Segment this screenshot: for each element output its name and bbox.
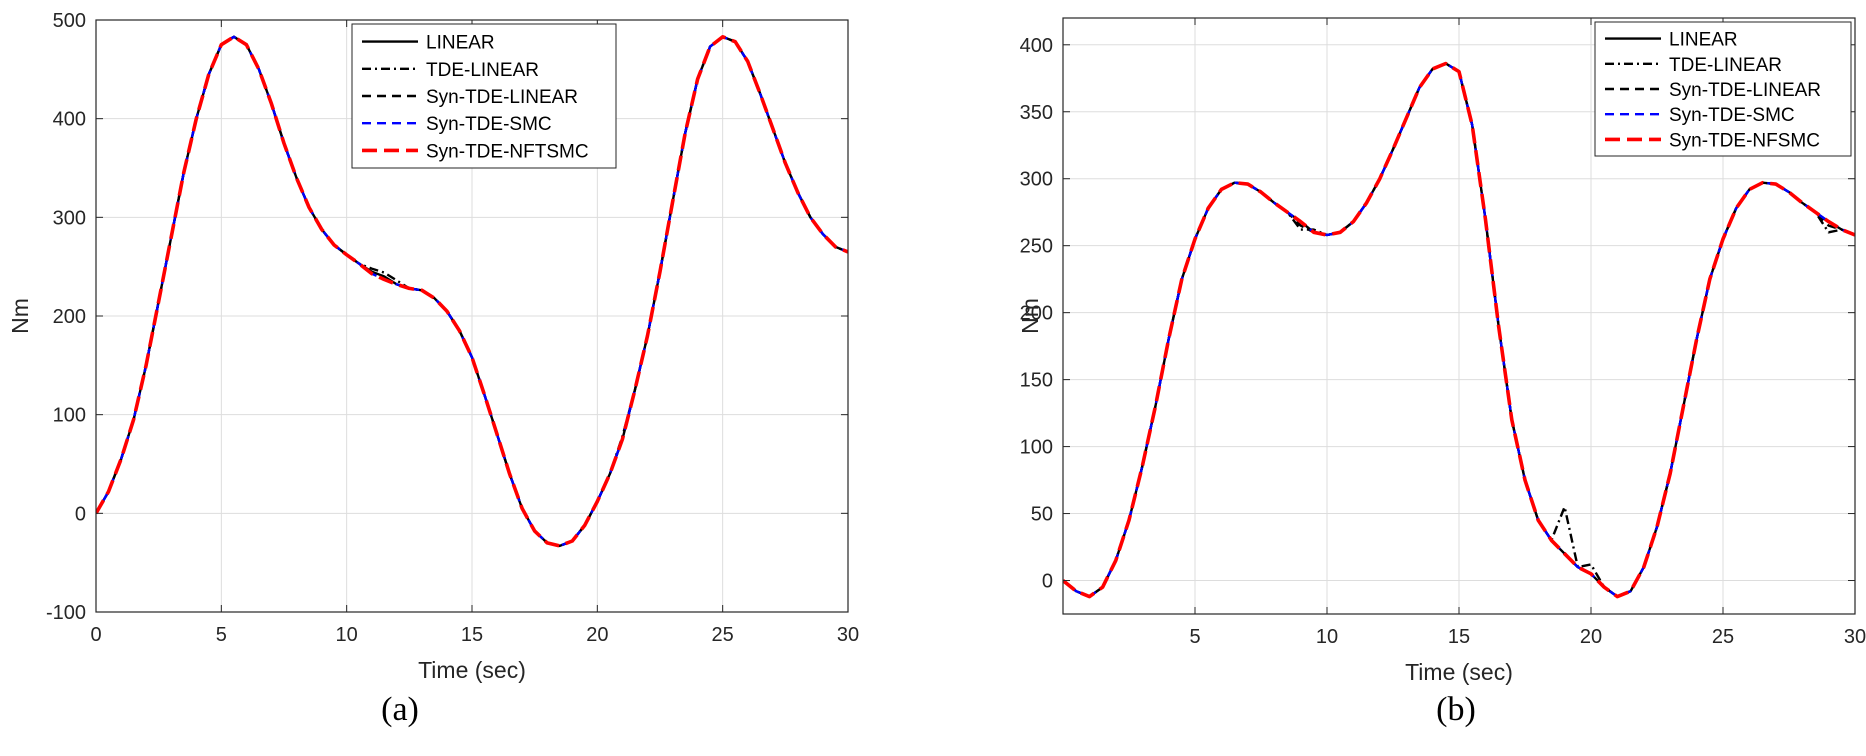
x-tick-label: 20 (586, 624, 608, 646)
x-tick-label: 20 (1580, 626, 1602, 648)
x-tick-label: 0 (90, 624, 101, 646)
y-tick-label: 250 (1020, 236, 1053, 258)
panel-label: (a) (381, 691, 419, 728)
legend-entry: LINEAR (1669, 30, 1738, 51)
series-lines (96, 34, 848, 548)
legend-entry: Syn-TDE-NFTSMC (426, 141, 589, 162)
legend-entry: TDE-LINEAR (426, 60, 539, 81)
x-tick-label: 5 (1189, 626, 1200, 648)
y-tick-label: 100 (53, 405, 86, 427)
legend-entry: TDE-LINEAR (1669, 55, 1782, 76)
y-tick-label: 200 (53, 306, 86, 328)
x-axis-label: Time (sec) (1405, 659, 1513, 685)
panel-b-chart: 5 10 15 20 25 30050100150200250300350400Time … (1017, 17, 1866, 728)
y-tick-label: 400 (53, 109, 86, 131)
legend: LINEAR TDE-LINEAR Syn-TDE-LINEAR Syn-TDE-SM… (1594, 21, 1852, 157)
legend-entry: Syn-TDE-LINEAR (426, 87, 578, 108)
y-axis-label: Nm (1017, 298, 1043, 334)
x-tick-label: 15 (461, 624, 483, 646)
legend-entry: Syn-TDE-SMC (426, 114, 552, 135)
legend-entry: Syn-TDE-NFSMC (1669, 130, 1820, 151)
x-tick-label: 10 (336, 624, 358, 646)
y-tick-label: -100 (46, 602, 86, 624)
legend-entry: Syn-TDE-SMC (1669, 105, 1795, 126)
y-tick-label: 200 (1020, 303, 1053, 325)
y-tick-label: 300 (53, 207, 86, 229)
y-tick-label: 100 (1020, 437, 1053, 459)
y-tick-label: 300 (1020, 169, 1053, 191)
y-tick-label: 150 (1020, 370, 1053, 392)
x-tick-label: 25 (1712, 626, 1734, 648)
x-axis-label: Time (sec) (418, 657, 526, 683)
series-lines (1063, 61, 1855, 599)
y-tick-label: 0 (1042, 571, 1053, 593)
series-line-syn-tde-nftsmc (96, 34, 848, 548)
y-tick-label: 0 (75, 503, 86, 525)
x-tick-label: 25 (712, 624, 734, 646)
y-tick-label: 50 (1031, 504, 1053, 526)
x-tick-label: 10 (1316, 626, 1338, 648)
legend-entry: LINEAR (426, 33, 495, 54)
y-tick-label: 500 (53, 10, 86, 32)
y-axis-label: Nm (7, 298, 33, 334)
y-tick-label: 350 (1020, 102, 1053, 124)
legend-entry: Syn-TDE-LINEAR (1669, 80, 1821, 101)
series-line-syn-tde-nfsmc (1063, 61, 1855, 599)
x-tick-label: 30 (1844, 626, 1866, 648)
x-tick-label: 30 (837, 624, 859, 646)
y-tick-label: 400 (1020, 35, 1053, 57)
x-tick-label: 15 (1448, 626, 1470, 648)
x-tick-label: 5 (216, 624, 227, 646)
panel-label: (b) (1436, 691, 1476, 728)
legend: LINEAR TDE-LINEAR Syn-TDE-LINEAR Syn-TDE-SM… (351, 23, 617, 169)
